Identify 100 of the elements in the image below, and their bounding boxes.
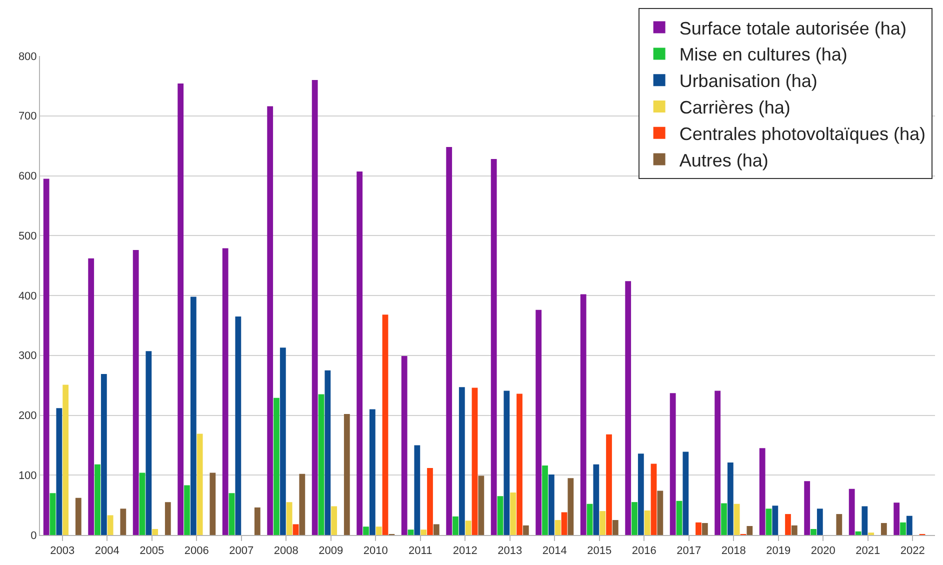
bar	[836, 514, 842, 535]
y-tick-label: 300	[18, 350, 37, 362]
bar	[190, 296, 196, 535]
bar	[650, 464, 657, 535]
bar	[139, 472, 146, 535]
bar	[280, 348, 286, 535]
bar	[593, 464, 600, 535]
x-tick-label: 2021	[856, 545, 880, 558]
bar	[427, 468, 433, 535]
bar	[542, 466, 548, 535]
bar	[292, 524, 299, 535]
legend-label: Surface totale autorisée (ha)	[679, 18, 906, 38]
bar	[196, 434, 203, 535]
bar	[714, 390, 721, 535]
x-tick-label: 2003	[50, 545, 75, 558]
bar	[75, 498, 82, 535]
bar	[178, 84, 184, 535]
bar	[816, 508, 823, 535]
bar	[536, 310, 542, 535]
bar	[632, 502, 638, 535]
bar	[344, 414, 350, 535]
bar	[900, 522, 906, 535]
bar	[894, 502, 900, 535]
bar	[810, 529, 816, 535]
bar	[120, 508, 126, 535]
bar	[490, 158, 497, 535]
bar	[420, 530, 427, 535]
y-tick-label: 700	[18, 110, 37, 123]
bar	[414, 445, 420, 535]
x-tick-label: 2015	[587, 545, 612, 558]
y-tick-label: 800	[18, 50, 37, 63]
bar	[100, 374, 107, 535]
bar	[504, 390, 510, 535]
bar	[88, 258, 94, 535]
x-tick-label: 2016	[632, 545, 656, 558]
x-tick-label: 2009	[318, 545, 344, 558]
x-tick-label: 2018	[721, 545, 746, 558]
bar	[638, 454, 644, 535]
bar	[804, 481, 810, 535]
bar	[554, 520, 561, 535]
bar	[228, 493, 235, 535]
bar	[62, 384, 69, 535]
bar	[644, 510, 650, 535]
x-tick-label: 2019	[766, 545, 791, 558]
bar	[446, 147, 452, 535]
x-tick-label: 2005	[140, 545, 164, 558]
bar	[785, 514, 791, 535]
bar	[766, 508, 772, 535]
y-tick-label: 0	[30, 530, 37, 542]
bar	[497, 496, 504, 535]
bar	[184, 485, 190, 535]
bar	[586, 504, 593, 535]
bar	[107, 515, 114, 535]
bar	[906, 516, 912, 535]
bar	[274, 398, 280, 535]
y-tick-label: 600	[18, 170, 37, 183]
x-tick-label: 2020	[810, 545, 836, 558]
bar	[721, 503, 727, 535]
x-tick-label: 2004	[94, 545, 120, 558]
bar	[676, 500, 682, 535]
bar	[682, 452, 689, 535]
legend-label: Autres (ha)	[679, 150, 768, 170]
bar	[433, 524, 440, 535]
bar	[299, 474, 306, 535]
x-tick-label: 2007	[229, 545, 254, 558]
bar	[369, 409, 376, 535]
bar	[734, 504, 740, 535]
bar	[696, 522, 702, 535]
bar	[625, 281, 632, 535]
bar	[759, 448, 766, 535]
bar	[222, 248, 228, 535]
bar	[600, 511, 606, 535]
bar	[452, 516, 458, 535]
bar	[772, 506, 778, 535]
bar	[458, 387, 465, 535]
bar	[791, 525, 798, 535]
bar	[267, 106, 274, 535]
bar	[382, 314, 388, 535]
bar	[50, 493, 56, 535]
bar	[580, 294, 586, 535]
y-tick-label: 100	[18, 470, 37, 482]
bar	[43, 178, 50, 535]
bar	[848, 488, 855, 535]
bar	[363, 526, 369, 535]
legend-label: Centrales photovoltaïques (ha)	[679, 124, 926, 144]
bar	[855, 531, 862, 535]
bar	[561, 512, 568, 535]
bar	[516, 394, 522, 535]
bar	[880, 523, 887, 535]
bar	[568, 478, 574, 535]
bar	[862, 506, 868, 535]
y-tick-label: 200	[18, 410, 37, 422]
x-tick-label: 2012	[452, 545, 478, 558]
bar	[331, 506, 338, 535]
x-tick-label: 2022	[900, 545, 925, 558]
bar	[612, 520, 618, 535]
bar	[132, 250, 139, 535]
bar	[312, 80, 318, 535]
y-tick-label: 400	[18, 290, 37, 302]
x-tick-label: 2017	[676, 545, 702, 558]
